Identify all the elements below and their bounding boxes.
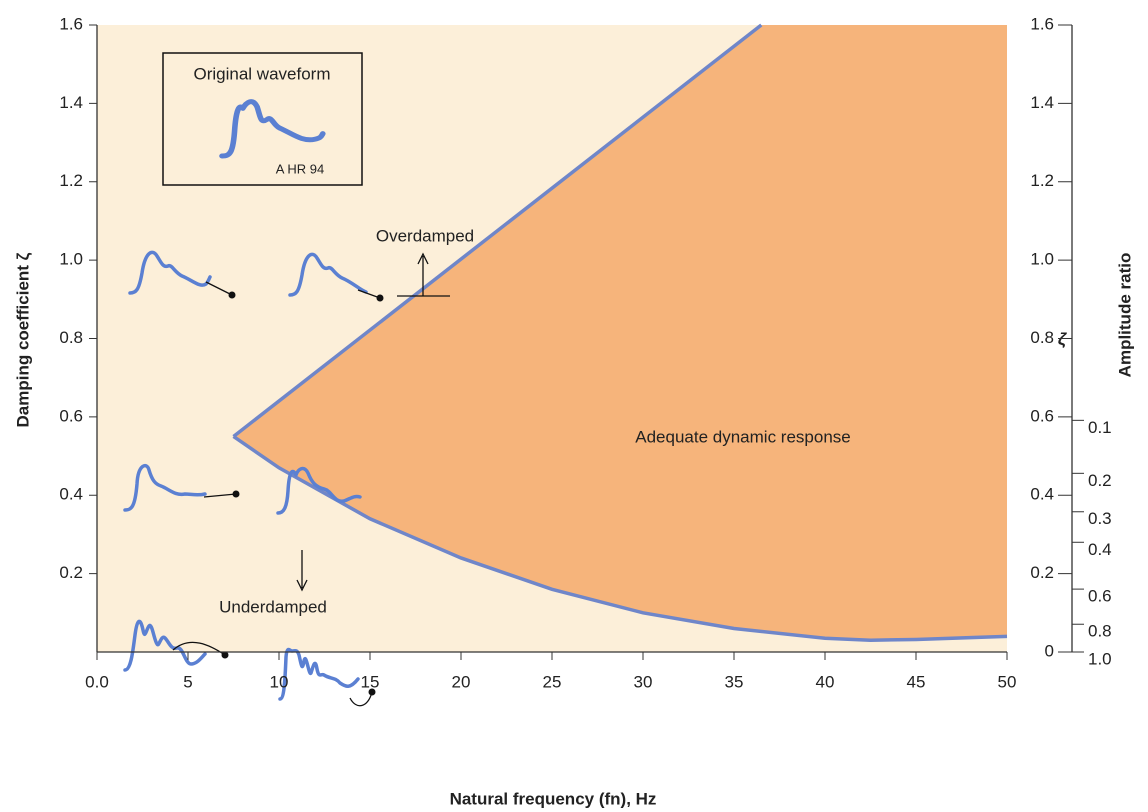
underdamped-label: Underdamped: [219, 597, 327, 616]
y-tick-label: 0.8: [59, 328, 83, 347]
adequate-region: [233, 25, 1007, 641]
y2-tick-label: 0.4: [1030, 485, 1054, 504]
y-tick-label: 1.0: [59, 250, 83, 269]
y2-tick-label: 1.2: [1030, 171, 1054, 190]
y-tick-label: 1.4: [59, 93, 83, 112]
amplitude-tick-label: 0.6: [1088, 587, 1112, 606]
region-label: Adequate dynamic response: [635, 427, 850, 446]
amplitude-tick-label: 1.0: [1088, 649, 1112, 668]
x-tick-label: 50: [998, 672, 1017, 691]
x-tick-label: 45: [907, 672, 926, 691]
y2-tick-label: 0.2: [1030, 563, 1054, 582]
boundary-line: [232, 23, 763, 438]
x-axis-title: Natural frequency (fn), Hz: [450, 789, 657, 808]
x-tick-label: 25: [543, 672, 562, 691]
amplitude-tick-label: 0.1: [1088, 418, 1112, 437]
y2-tick-label: 0.6: [1030, 406, 1054, 425]
overdamped-label: Overdamped: [376, 226, 474, 245]
y2-tick-label: 1.6: [1030, 14, 1054, 33]
x-tick-label: 35: [725, 672, 744, 691]
y-tick-label: 0.2: [59, 563, 83, 582]
y2-tick-label: 1.0: [1030, 250, 1054, 269]
y2-tick-label: 0: [1045, 641, 1054, 660]
y2-tick-label: 0.8: [1030, 328, 1054, 347]
x-tick-label: 30: [634, 672, 653, 691]
y2-tick-label: 1.4: [1030, 93, 1054, 112]
amplitude-tick-label: 0.4: [1088, 540, 1112, 559]
waveform-icons: [123, 99, 450, 707]
x-tick-label: 40: [816, 672, 835, 691]
y-axis-title: Damping coefficient ζ: [13, 252, 32, 427]
x-tick-label: 0.0: [85, 672, 109, 691]
amplitude-ratio-title: Amplitude ratio: [1115, 253, 1134, 378]
x-tick-label: 20: [452, 672, 471, 691]
y-tick-label: 1.6: [59, 14, 83, 33]
amplitude-tick-label: 0.8: [1088, 622, 1112, 641]
x-tick-label: 5: [183, 672, 192, 691]
amplitude-tick-label: 0.2: [1088, 471, 1112, 490]
box-title: Original waveform: [194, 64, 331, 83]
y-tick-label: 0.4: [59, 485, 83, 504]
box-caption: A HR 94: [276, 161, 324, 176]
y-tick-label: 1.2: [59, 171, 83, 190]
x-tick-label: 10: [270, 672, 289, 691]
y-tick-label: 0.6: [59, 406, 83, 425]
waveform-box: [162, 52, 363, 186]
amplitude-tick-label: 0.3: [1088, 509, 1112, 528]
x-tick-label: 15: [361, 672, 380, 691]
